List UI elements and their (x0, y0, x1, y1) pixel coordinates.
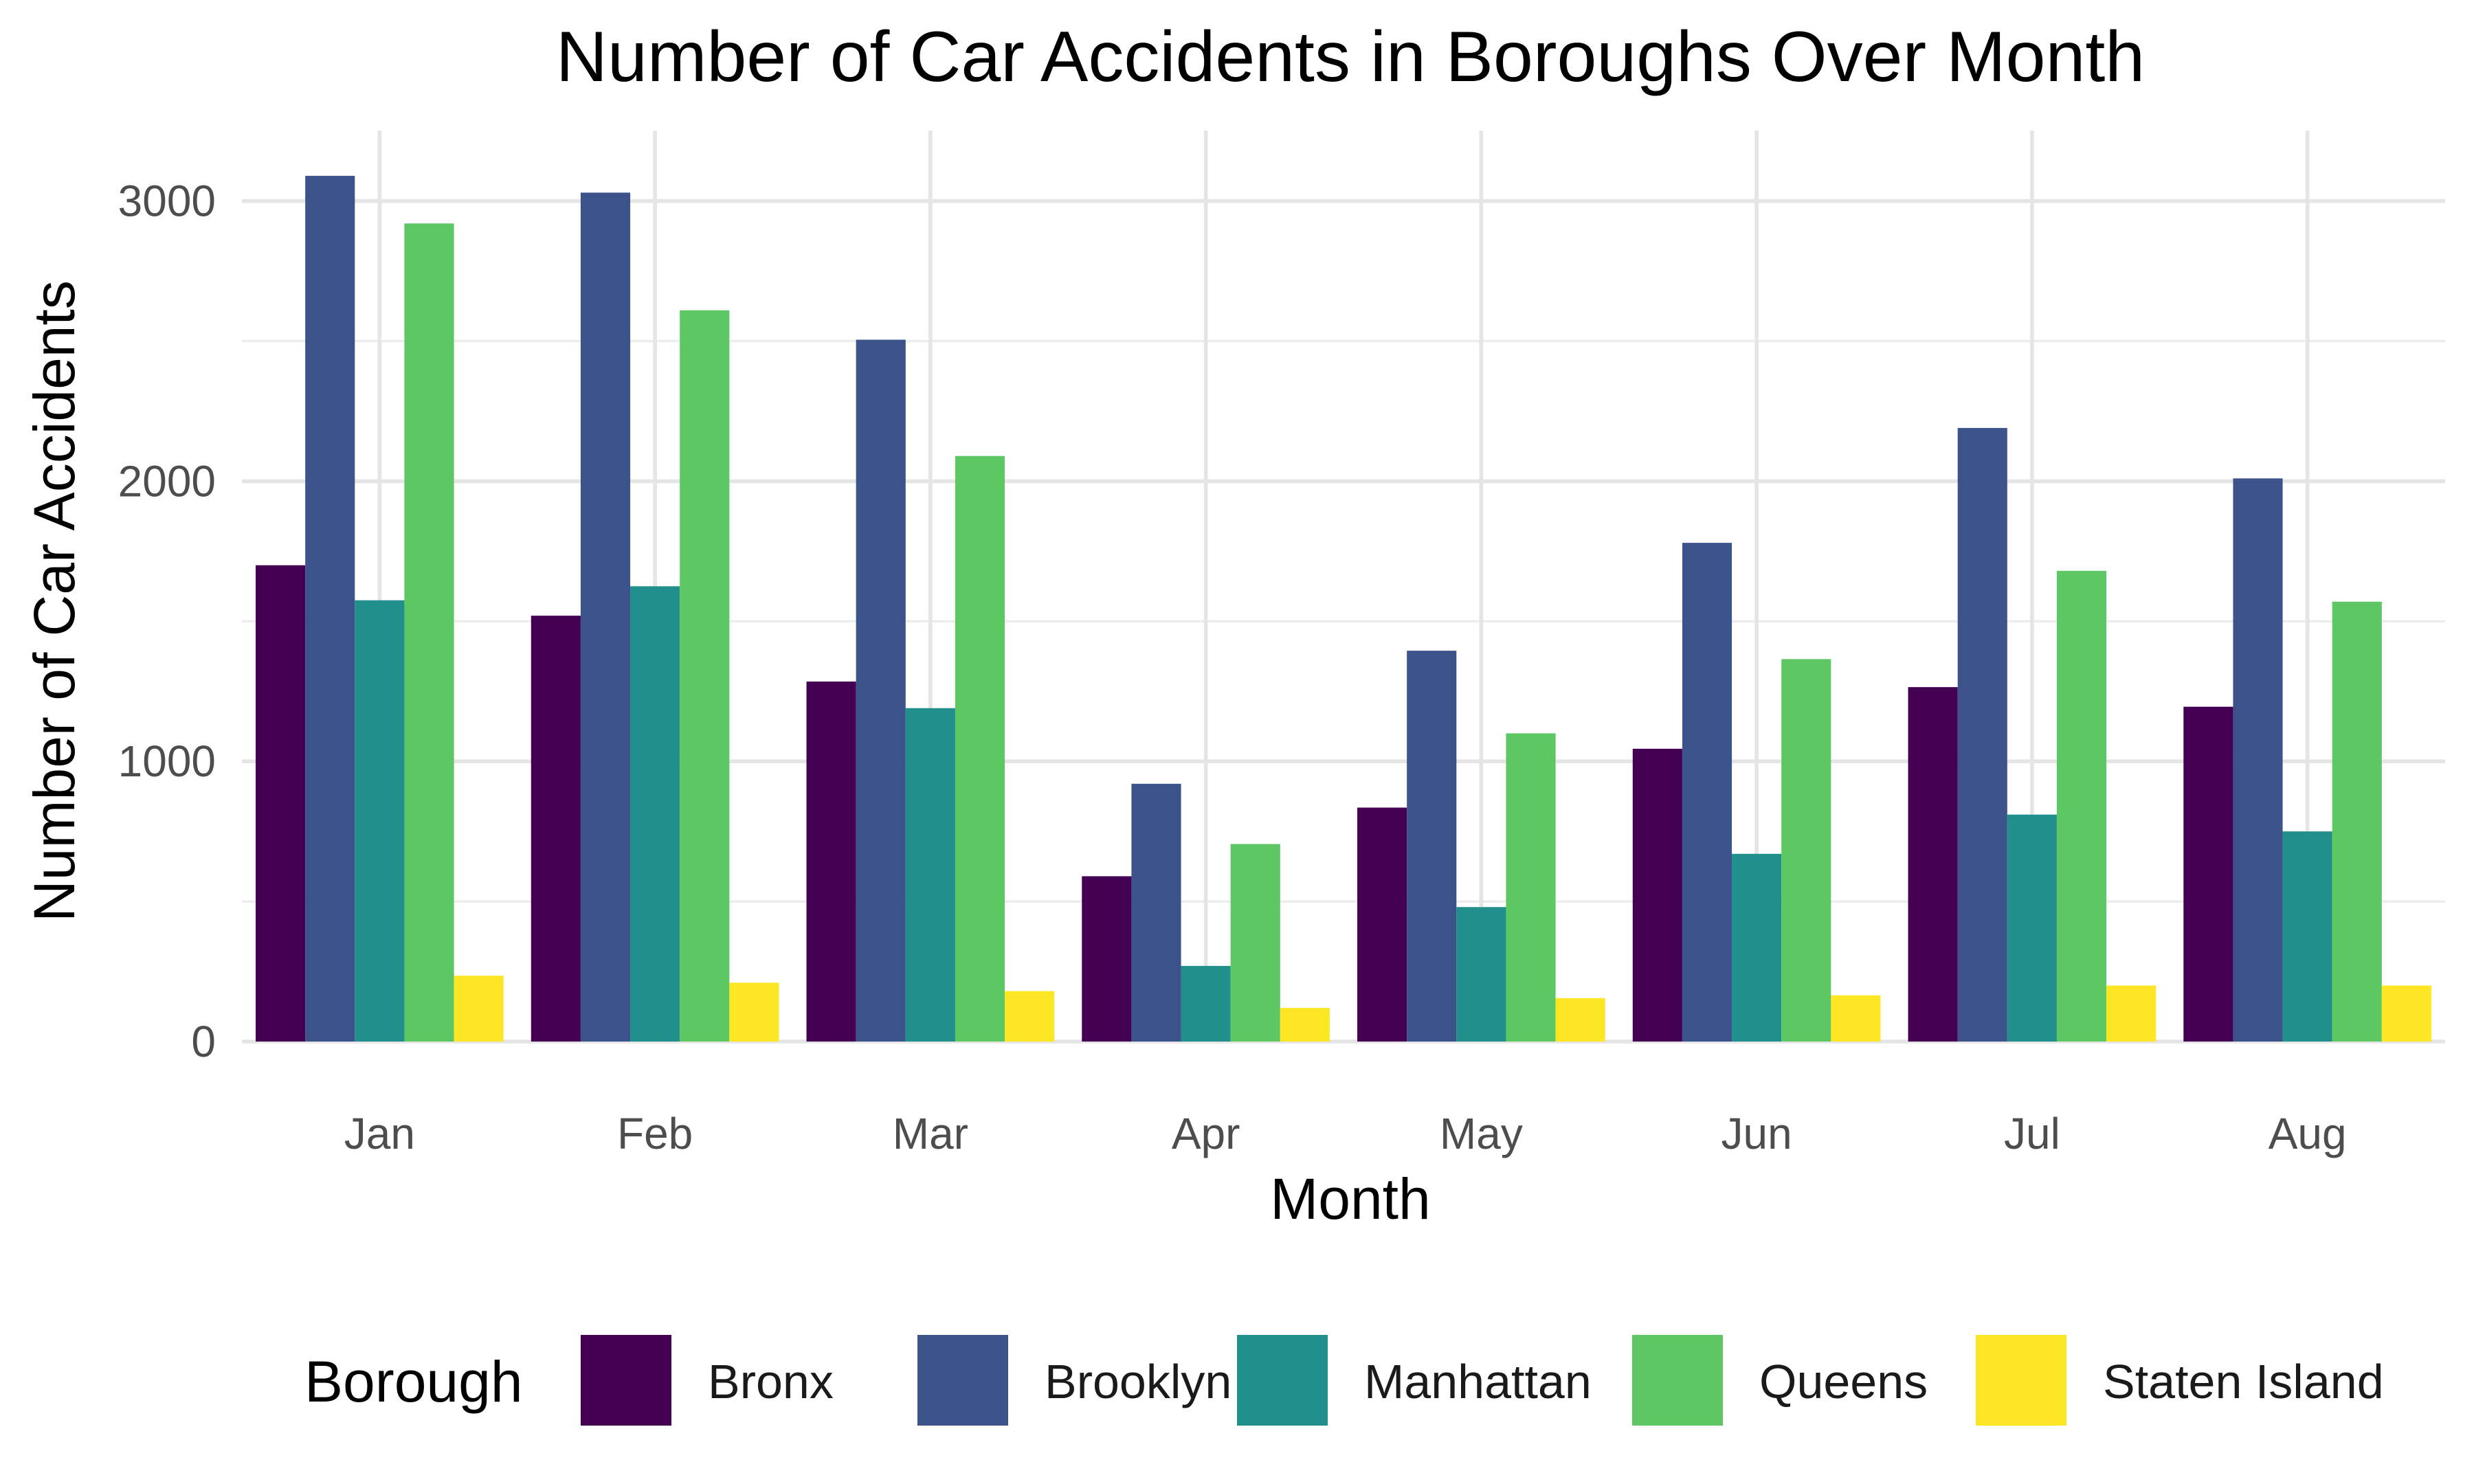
x-tick-label: Apr (1172, 1109, 1240, 1158)
bar-brooklyn-jul (1957, 427, 2007, 1042)
bar-staten-island-aug (2381, 985, 2431, 1042)
y-tick-label: 1000 (118, 737, 216, 786)
legend-key-brooklyn (917, 1335, 1008, 1426)
legend-key-bronx (581, 1335, 671, 1426)
x-tick-label: Mar (893, 1109, 968, 1158)
bar-queens-feb (680, 310, 730, 1042)
bar-queens-jan (404, 223, 454, 1042)
bar-brooklyn-aug (2233, 478, 2283, 1042)
bar-manhattan-jan (355, 600, 405, 1042)
axes: 0 1000 2000 3000 Jan Feb Mar Apr May Jun Jul Aug (118, 177, 2347, 1158)
legend-key-manhattan (1237, 1335, 1328, 1426)
bar-manhattan-mar (905, 708, 955, 1042)
bar-manhattan-may (1456, 907, 1506, 1042)
bar-bronx-jun (1632, 748, 1682, 1042)
bar-manhattan-jun (1732, 853, 1782, 1042)
bar-brooklyn-jan (305, 175, 355, 1042)
legend-title: Borough (304, 1349, 523, 1414)
bar-brooklyn-jun (1682, 543, 1732, 1042)
bar-bronx-jul (1908, 687, 1958, 1042)
bar-manhattan-jul (2007, 814, 2057, 1042)
bar-staten-island-jul (2106, 985, 2157, 1042)
bar-staten-island-mar (1005, 991, 1055, 1042)
bar-queens-jul (2056, 570, 2107, 1042)
bar-staten-island-jun (1831, 995, 1881, 1042)
bar-staten-island-may (1555, 998, 1605, 1042)
x-tick-label: Jun (1721, 1109, 1792, 1158)
bar-brooklyn-feb (580, 192, 631, 1042)
bar-staten-island-jan (454, 976, 504, 1042)
bars (256, 175, 2431, 1042)
legend-key-queens (1632, 1335, 1723, 1426)
legend-label: Brooklyn (1045, 1355, 1232, 1408)
y-tick-label: 0 (191, 1017, 216, 1066)
legend-label: Queens (1759, 1355, 1928, 1408)
bar-bronx-mar (806, 681, 856, 1042)
legend-key-staten-island (1976, 1335, 2066, 1426)
y-tick-label: 2000 (118, 456, 216, 506)
bar-manhattan-apr (1181, 965, 1231, 1042)
bar-brooklyn-mar (856, 339, 906, 1042)
x-tick-label: May (1440, 1109, 1523, 1158)
x-tick-label: Jul (2004, 1109, 2060, 1158)
legend: Borough Bronx Brooklyn Manhattan Queens Stat… (304, 1335, 2384, 1426)
bar-bronx-jan (256, 565, 306, 1042)
x-axis-title: Month (1270, 1167, 1430, 1231)
bar-queens-may (1506, 733, 1556, 1042)
bar-brooklyn-apr (1131, 783, 1181, 1042)
bar-bronx-feb (531, 616, 581, 1042)
y-axis-title: Number of Car Accidents (22, 280, 87, 922)
bar-staten-island-feb (729, 982, 779, 1042)
bar-queens-jun (1781, 659, 1831, 1042)
bar-manhattan-aug (2282, 831, 2332, 1042)
legend-label: Staten Island (2103, 1355, 2384, 1408)
bar-staten-island-apr (1280, 1008, 1330, 1042)
bar-bronx-aug (2183, 706, 2233, 1042)
bar-queens-apr (1230, 844, 1280, 1042)
bar-queens-mar (955, 456, 1005, 1042)
bar-bronx-apr (1082, 876, 1132, 1042)
chart-title: Number of Car Accidents in Boroughs Over… (556, 17, 2145, 97)
x-tick-label: Feb (617, 1109, 693, 1158)
legend-label: Manhattan (1364, 1355, 1592, 1408)
bar-brooklyn-may (1407, 651, 1457, 1042)
x-tick-label: Aug (2269, 1109, 2347, 1158)
bar-bronx-may (1357, 807, 1407, 1042)
bar-manhattan-feb (630, 586, 680, 1042)
y-tick-label: 3000 (118, 177, 216, 226)
x-tick-label: Jan (344, 1109, 415, 1158)
legend-label: Bronx (708, 1355, 834, 1408)
bar-queens-aug (2332, 601, 2382, 1042)
